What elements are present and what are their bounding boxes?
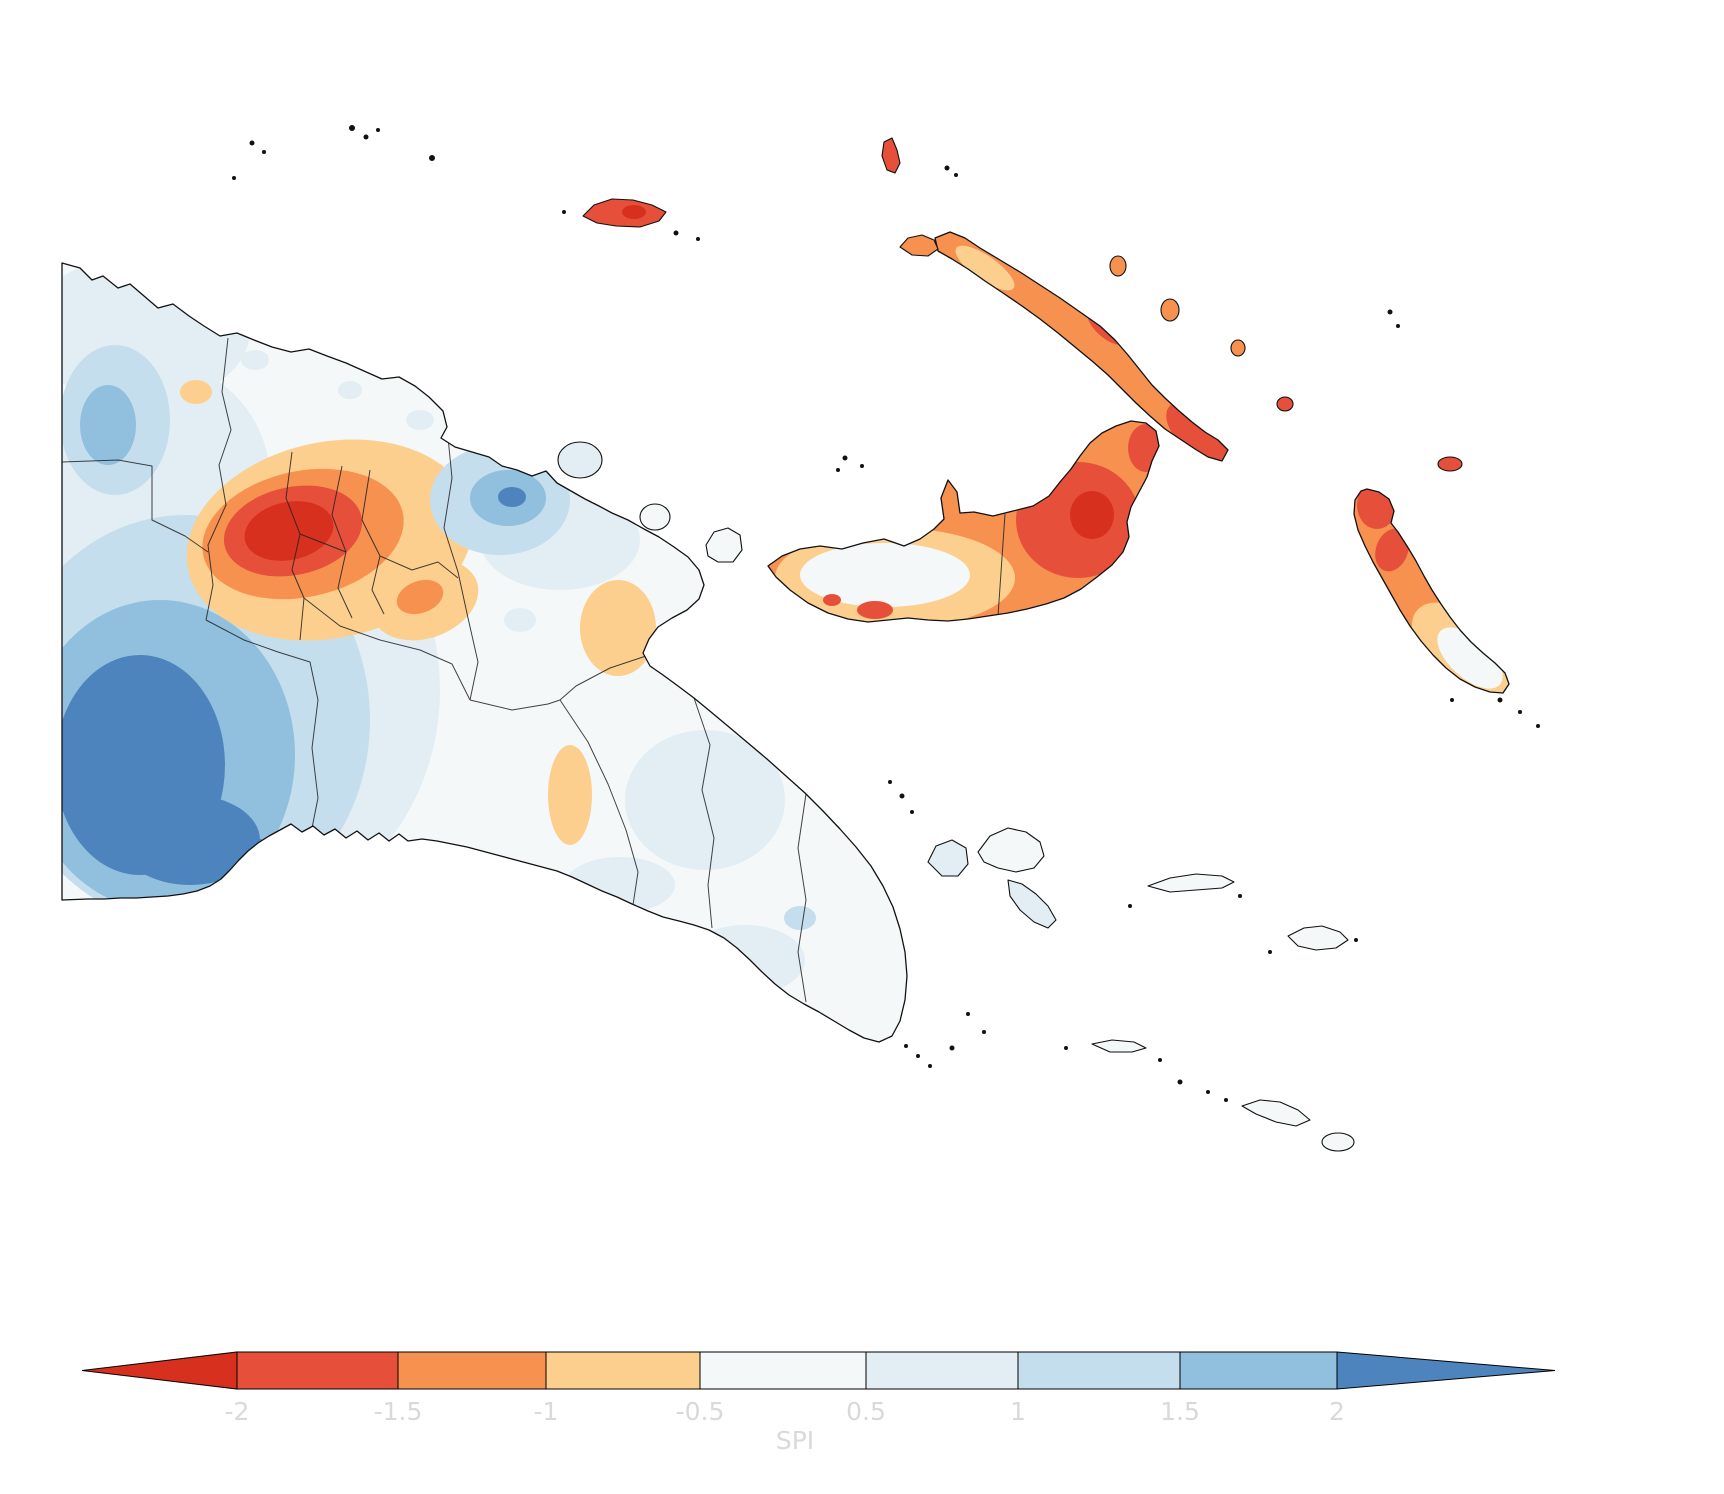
province-boundaries xyxy=(62,337,807,1003)
new-britain-contours xyxy=(775,424,1159,622)
colorbar-axis-label: SPI xyxy=(776,1426,814,1455)
mainland xyxy=(61,262,908,1043)
colorbar-segment xyxy=(1179,1351,1338,1390)
bougainville-contours xyxy=(1357,489,1509,693)
mainland-contours xyxy=(62,263,816,1003)
island-bougainville xyxy=(1353,488,1510,694)
colorbar-tick-label: -1 xyxy=(534,1397,559,1426)
island-karkar xyxy=(557,441,603,479)
colorbar-segment xyxy=(1017,1351,1181,1390)
colorbar-tick-label: -1.5 xyxy=(374,1397,423,1426)
island-mussau xyxy=(881,137,901,174)
trobriand-island xyxy=(1147,873,1235,893)
colorbar: -2 -1.5 -1 -0.5 0.5 1 1.5 2 SPI xyxy=(81,1351,1556,1455)
island-long xyxy=(639,503,671,531)
colorbar-segment xyxy=(236,1351,399,1390)
colorbar-segment xyxy=(545,1351,701,1390)
louisiade-islands xyxy=(1091,1039,1355,1152)
colorbar-tick-label: 1 xyxy=(1010,1397,1026,1426)
colorbar-left-arrow xyxy=(81,1351,238,1390)
island-manus xyxy=(582,198,667,228)
colorbar-right-arrow xyxy=(1336,1351,1556,1390)
island-new-hanover xyxy=(899,234,939,257)
colorbar-tick-label: 2 xyxy=(1329,1397,1345,1426)
dentrecasteaux-islands xyxy=(927,827,1057,929)
contours-m2 xyxy=(244,501,334,561)
colorbar-tick-label: -0.5 xyxy=(676,1397,725,1426)
island-new-britain xyxy=(767,420,1160,623)
contours-northeast-patch xyxy=(430,445,570,555)
woodlark-island xyxy=(1287,925,1349,951)
colorbar-segment xyxy=(699,1351,867,1390)
offshore-islets xyxy=(232,125,1540,1102)
colorbar-tick-label: 1.5 xyxy=(1160,1397,1200,1426)
island-new-ireland xyxy=(934,231,1229,462)
colorbar-tick-label: 0.5 xyxy=(846,1397,886,1426)
colorbar-segment xyxy=(397,1351,547,1390)
islands-east-of-new-ireland xyxy=(1109,255,1463,472)
colorbar-tick-label: -2 xyxy=(225,1397,250,1426)
island-umboi xyxy=(705,527,743,563)
colorbar-segment xyxy=(865,1351,1019,1390)
